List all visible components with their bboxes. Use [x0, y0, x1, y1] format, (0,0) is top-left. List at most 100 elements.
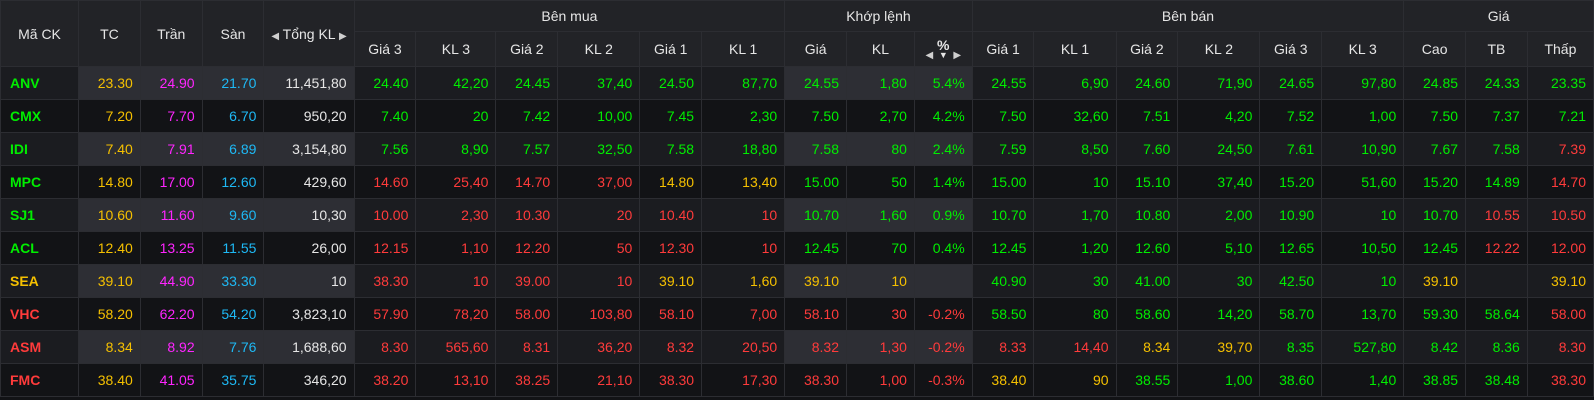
cell-b-kl1: 7,00 — [701, 297, 786, 331]
header-match-kl[interactable]: KL — [846, 31, 915, 67]
header-cao[interactable]: Cao — [1403, 31, 1467, 67]
cell-s-g3: 42.50 — [1259, 264, 1323, 298]
table-row[interactable]: MPC 14.80 17.00 12.60 429,60 14.60 25,40 14.70 3… — [0, 165, 1594, 199]
cell-b-g1: 8.32 — [639, 330, 703, 364]
cell-s-kl1: 32,60 — [1033, 99, 1117, 133]
table-row[interactable]: CMX 7.20 7.70 6.70 950,20 7.40 20 7.42 10,00 7.45… — [0, 99, 1594, 133]
triangle-down-icon[interactable]: ▼ — [938, 50, 948, 60]
cell-b-kl2: 103,80 — [557, 297, 641, 331]
cell-b-kl3: 565,60 — [415, 330, 497, 364]
header-sell-kl1[interactable]: KL 1 — [1033, 31, 1117, 67]
cell-b-kl1: 10 — [701, 198, 786, 232]
header-buy-gia2[interactable]: Giá 2 — [495, 31, 559, 67]
cell-tran: 8.92 — [139, 330, 203, 364]
cell-b-kl2: 37,40 — [557, 66, 641, 100]
header-match-pct[interactable]: ◀ % ▼ ▶ — [913, 31, 973, 67]
cell-k-pct: 4.2% — [913, 99, 973, 133]
cell-tong-kl: 429,60 — [263, 165, 355, 199]
cell-sym[interactable]: ASM — [0, 330, 80, 364]
table-row[interactable]: IDI 7.40 7.91 6.89 3,154,80 7.56 8,90 7.57 32,50… — [0, 132, 1594, 166]
triangle-left-icon[interactable]: ◀ — [925, 50, 934, 61]
cell-tb: 24.33 — [1465, 66, 1528, 100]
cell-k-gia: 39.10 — [784, 264, 847, 298]
cell-sym[interactable]: IDI — [0, 132, 80, 166]
cell-k-gia: 10.70 — [784, 198, 847, 232]
cell-cao: 10.70 — [1403, 198, 1467, 232]
cell-tong-kl: 10,30 — [263, 198, 355, 232]
header-thap[interactable]: Thấp — [1526, 31, 1594, 67]
cell-s-kl3: 51,60 — [1321, 165, 1405, 199]
triangle-right-icon[interactable]: ▶ — [953, 50, 962, 61]
header-sell-gia1[interactable]: Giá 1 — [971, 31, 1035, 67]
cell-s-kl1: 10 — [1033, 165, 1117, 199]
header-buy-kl1[interactable]: KL 1 — [701, 31, 786, 67]
cell-k-gia: 7.50 — [784, 99, 847, 133]
cell-s-g1: 8.33 — [971, 330, 1035, 364]
header-sell-gia3[interactable]: Giá 3 — [1259, 31, 1323, 67]
header-san[interactable]: Sàn — [201, 0, 265, 67]
cell-thap: 8.30 — [1526, 330, 1594, 364]
cell-b-g1: 7.45 — [639, 99, 703, 133]
cell-s-g3: 12.65 — [1259, 231, 1323, 265]
cell-b-g3: 38.20 — [353, 363, 417, 397]
table-row[interactable]: VHC 58.20 62.20 54.20 3,823,10 57.90 78,20 58.0… — [0, 297, 1594, 331]
cell-sym[interactable]: ACL — [0, 231, 80, 265]
table-row[interactable]: ACL 12.40 13.25 11.55 26,00 12.15 1,10 12.20 50 1… — [0, 231, 1594, 265]
cell-b-kl1: 2,30 — [701, 99, 786, 133]
cell-k-kl: 30 — [846, 297, 915, 331]
cell-k-kl: 1,30 — [846, 330, 915, 364]
header-buy-gia3[interactable]: Giá 3 — [353, 31, 417, 67]
cell-b-g3: 10.00 — [353, 198, 417, 232]
cell-b-g1: 10.40 — [639, 198, 703, 232]
cell-tc: 8.34 — [78, 330, 141, 364]
cell-s-g1: 7.59 — [971, 132, 1035, 166]
header-sell-kl3[interactable]: KL 3 — [1321, 31, 1405, 67]
header-sell-kl2[interactable]: KL 2 — [1177, 31, 1261, 67]
cell-cao: 59.30 — [1403, 297, 1467, 331]
cell-tc: 7.20 — [78, 99, 141, 133]
cell-cao: 7.67 — [1403, 132, 1467, 166]
header-tb[interactable]: TB — [1465, 31, 1528, 67]
header-tran[interactable]: Trần — [139, 0, 203, 67]
cell-s-g2: 41.00 — [1115, 264, 1179, 298]
table-row[interactable]: ANV 23.30 24.90 21.70 11,451,80 24.40 42,20 24.… — [0, 66, 1594, 100]
triangle-left-icon[interactable]: ◀ — [271, 30, 280, 42]
header-buy-kl3[interactable]: KL 3 — [415, 31, 497, 67]
header-sell-gia2[interactable]: Giá 2 — [1115, 31, 1179, 67]
header-ma-ck[interactable]: Mã CK — [0, 0, 80, 67]
cell-tran: 44.90 — [139, 264, 203, 298]
table-row[interactable]: SJ1 10.60 11.60 9.60 10,30 10.00 2,30 10.30 20 10… — [0, 198, 1594, 232]
cell-b-kl2: 10 — [557, 264, 641, 298]
header-tong-kl[interactable]: ◀ Tổng KL ▶ — [263, 0, 355, 67]
cell-sym[interactable]: CMX — [0, 99, 80, 133]
triangle-right-icon[interactable]: ▶ — [338, 30, 347, 42]
table-row[interactable]: SEA 39.10 44.90 33.30 10 38.30 10 39.00 10 39.10 1… — [0, 264, 1594, 298]
header-ben-mua: Bên mua — [353, 0, 786, 32]
cell-sym[interactable]: FMC — [0, 363, 80, 397]
header-buy-gia1[interactable]: Giá 1 — [639, 31, 703, 67]
cell-s-g1: 15.00 — [971, 165, 1035, 199]
cell-thap: 7.39 — [1526, 132, 1594, 166]
table-row[interactable]: ASM 8.34 8.92 7.76 1,688,60 8.30 565,60 8.31 36,… — [0, 330, 1594, 364]
cell-sym[interactable]: ANV — [0, 66, 80, 100]
cell-tong-kl: 10 — [263, 264, 355, 298]
cell-b-g1: 14.80 — [639, 165, 703, 199]
header-tc[interactable]: TC — [78, 0, 141, 67]
cell-s-g3: 38.60 — [1259, 363, 1323, 397]
table-row[interactable]: FMC 38.40 41.05 35.75 346,20 38.20 13,10 38.25 2… — [0, 363, 1594, 397]
header-match-gia[interactable]: Giá — [784, 31, 847, 67]
cell-sym[interactable]: VHC — [0, 297, 80, 331]
cell-sym[interactable]: MPC — [0, 165, 80, 199]
cell-k-gia: 58.10 — [784, 297, 847, 331]
cell-s-kl3: 10,50 — [1321, 231, 1405, 265]
cell-sym[interactable]: SEA — [0, 264, 80, 298]
cell-thap: 10.50 — [1526, 198, 1594, 232]
cell-sym[interactable]: SJ1 — [0, 198, 80, 232]
cell-k-kl: 2,70 — [846, 99, 915, 133]
header-tong-kl-label: Tổng KL — [282, 25, 336, 42]
header-buy-kl2[interactable]: KL 2 — [557, 31, 641, 67]
cell-k-kl: 10 — [846, 264, 915, 298]
cell-san: 21.70 — [201, 66, 265, 100]
cell-s-g1: 38.40 — [971, 363, 1035, 397]
